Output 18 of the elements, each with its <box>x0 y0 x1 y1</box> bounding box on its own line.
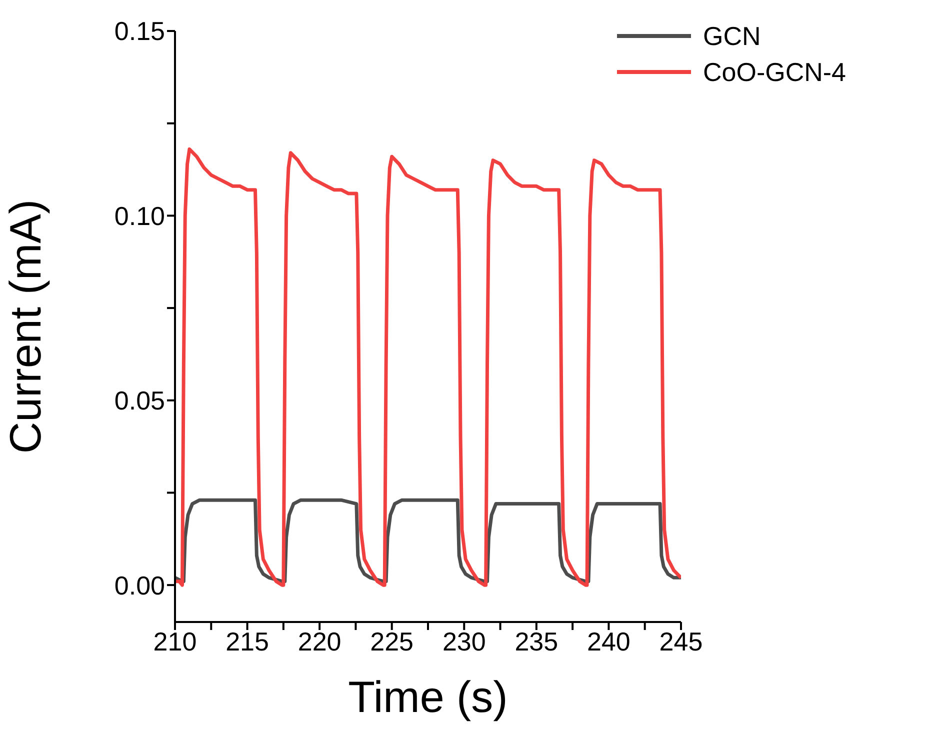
y-tick-label: 0.05 <box>114 386 165 416</box>
x-tick-label: 240 <box>587 626 630 656</box>
x-tick-label: 210 <box>153 626 197 656</box>
line-series <box>175 498 681 584</box>
legend-label: CoO-GCN-4 <box>702 56 846 88</box>
x-tick-label: 235 <box>514 626 558 656</box>
x-tick-label: 215 <box>226 626 269 656</box>
y-axis-title: Current (mA) <box>2 199 51 454</box>
y-tick-label: 0.00 <box>114 570 165 600</box>
y-tick-label: 0.15 <box>114 16 165 46</box>
legend-label: GCN <box>702 20 761 52</box>
x-tick-label: 220 <box>298 626 342 656</box>
y-tick-label: 0.10 <box>114 200 165 231</box>
x-axis-title: Time (s) <box>348 673 508 722</box>
line-series <box>175 147 681 587</box>
x-tick-label: 245 <box>659 626 703 656</box>
x-tick-label: 230 <box>442 626 486 656</box>
x-tick-label: 225 <box>370 626 414 656</box>
